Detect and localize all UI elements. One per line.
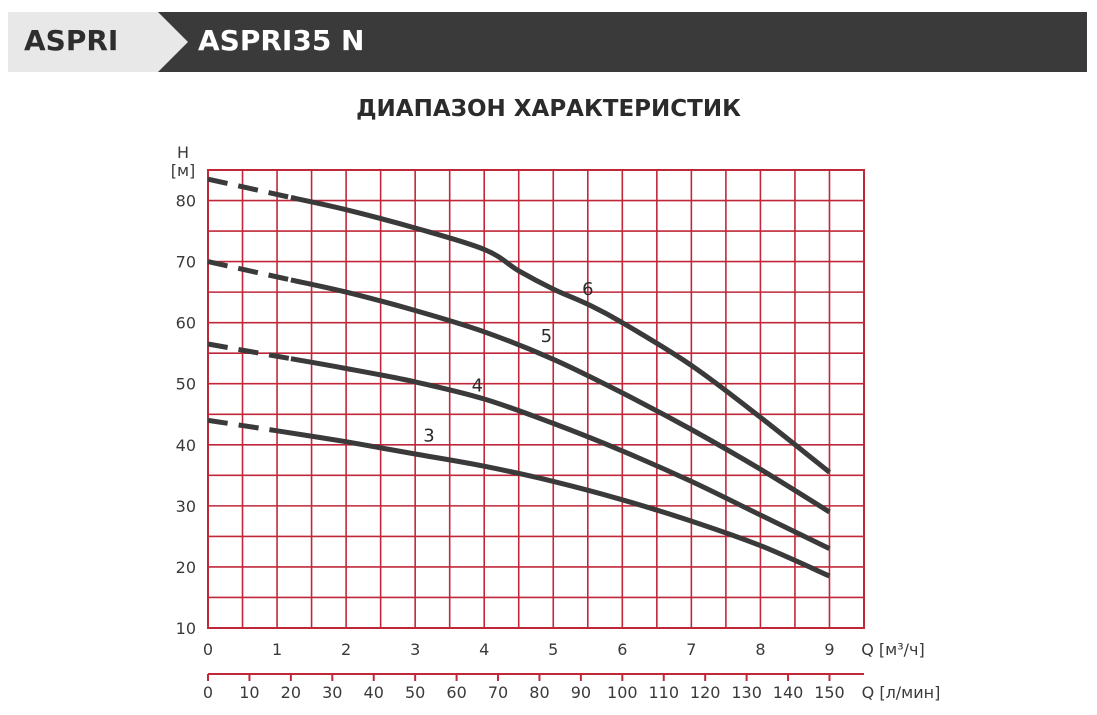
y-axis-label: H: [177, 143, 189, 162]
x-tick-label: 8: [755, 640, 765, 659]
x2-tick-label: 70: [488, 683, 508, 702]
x-tick-label: 0: [203, 640, 213, 659]
x2-axis-label: Q [л/мин]: [862, 683, 941, 702]
curve-5-dashed: [207, 259, 292, 283]
y-tick-label: 70: [176, 253, 196, 272]
curve-3-dashed: [207, 417, 278, 434]
x-tick-label: 3: [410, 640, 420, 659]
plot-frame: [207, 169, 865, 629]
y-tick-label: 30: [176, 497, 196, 516]
x2-tick-label: 40: [364, 683, 384, 702]
y-tick-label: 80: [176, 192, 196, 211]
y-axis-unit: [м]: [171, 161, 196, 180]
curve-label-4: 4: [472, 376, 483, 397]
x-tick-label: 6: [617, 640, 627, 659]
x2-tick-label: 0: [203, 683, 213, 702]
x-tick-label: 2: [341, 640, 351, 659]
header-bar: ASPRI ASPRI35 N: [8, 12, 1087, 72]
curve-label-5: 5: [541, 326, 552, 347]
model-name: ASPRI35 N: [198, 24, 365, 57]
y-tick-label: 10: [176, 619, 196, 638]
x-tick-label: 9: [824, 640, 834, 659]
x2-tick-label: 130: [731, 683, 762, 702]
chart-title: ДИАПАЗОН ХАРАКТЕРИСТИК: [356, 96, 741, 122]
x2-tick-label: 80: [529, 683, 549, 702]
x2-tick-label: 30: [322, 683, 342, 702]
y-tick-label: 20: [176, 558, 196, 577]
brand-tab: ASPRI: [8, 12, 158, 72]
x-axis-label: Q [м³/ч]: [861, 640, 925, 659]
x2-tick-label: 100: [607, 683, 638, 702]
x2-tick-label: 20: [281, 683, 301, 702]
curve-4-dashed: [207, 341, 292, 362]
brand-name: ASPRI: [24, 24, 119, 57]
x-tick-label: 7: [686, 640, 696, 659]
x2-tick-label: 10: [239, 683, 259, 702]
curve-3: [276, 428, 831, 579]
x2-tick-label: 50: [405, 683, 425, 702]
y-tick-label: 40: [176, 436, 196, 455]
x2-tick-label: 110: [648, 683, 679, 702]
curve-6: [290, 195, 832, 475]
curve-6-dashed: [207, 176, 292, 200]
x-tick-label: 1: [272, 640, 282, 659]
y-tick-label: 50: [176, 375, 196, 394]
x-tick-label: 4: [479, 640, 489, 659]
x2-tick-label: 60: [446, 683, 466, 702]
curve-4: [290, 356, 831, 551]
y-tick-label: 60: [176, 314, 196, 333]
x2-tick-label: 140: [773, 683, 804, 702]
curve-label-6: 6: [582, 279, 593, 300]
brand-tab-arrow: [158, 12, 188, 72]
x2-tick-label: 150: [814, 683, 845, 702]
x-tick-label: 5: [548, 640, 558, 659]
curve-label-3: 3: [423, 426, 434, 447]
curve-5: [290, 277, 831, 515]
x2-tick-label: 120: [690, 683, 721, 702]
x2-tick-label: 90: [571, 683, 591, 702]
